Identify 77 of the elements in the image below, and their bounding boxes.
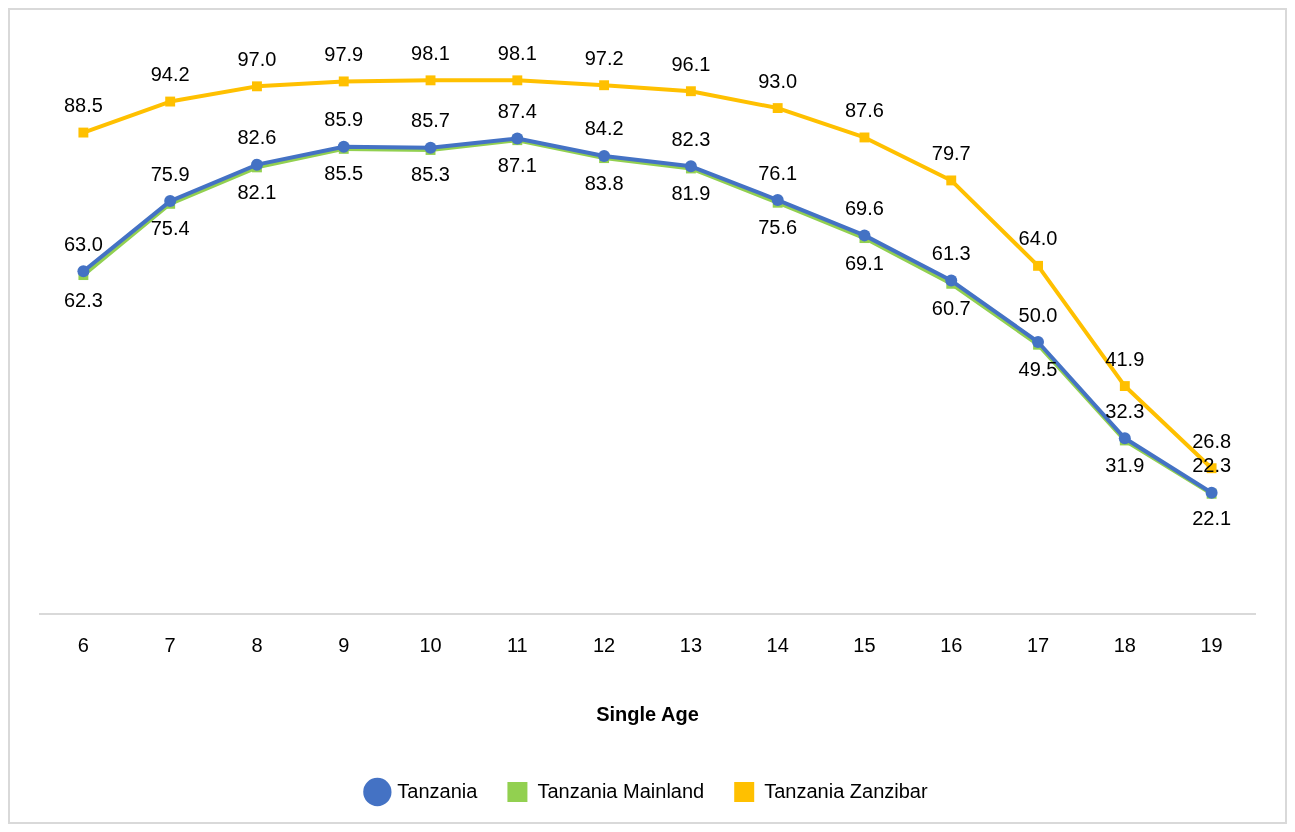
x-tick-label: 11 (506, 633, 528, 656)
data-label: 63.0 (63, 232, 103, 255)
point (599, 80, 610, 91)
point (250, 158, 263, 171)
point (946, 175, 957, 186)
point (252, 81, 262, 92)
point (78, 127, 89, 138)
data-label: 93.0 (758, 69, 798, 92)
x-tick-label: 7 (164, 633, 176, 656)
point (77, 265, 90, 278)
x-tick-label: 9 (338, 633, 350, 656)
data-label: 87.6 (845, 98, 884, 121)
point (338, 76, 349, 87)
data-label: 82.3 (671, 127, 711, 150)
x-tick-label: 16 (940, 633, 963, 656)
x-tick-label: 12 (592, 633, 616, 656)
data-label: 96.1 (671, 52, 711, 75)
data-label: 22.1 (1192, 507, 1232, 530)
x-tick-label: 15 (853, 633, 876, 656)
data-label: 75.4 (150, 217, 190, 240)
data-label: 85.3 (411, 163, 450, 186)
x-tick-label: 18 (1113, 633, 1136, 656)
data-label: 82.1 (237, 180, 277, 203)
data-label: 79.7 (931, 141, 971, 164)
data-label: 85.5 (324, 162, 364, 185)
point (685, 86, 696, 97)
point (165, 96, 176, 107)
data-label: 88.5 (63, 94, 103, 117)
data-label: 98.1 (497, 41, 537, 64)
point (425, 75, 436, 86)
data-label: 84.2 (584, 117, 624, 140)
data-label: 41.9 (1105, 347, 1145, 370)
x-tick-label: 8 (251, 633, 263, 656)
data-label: 50.0 (1018, 303, 1058, 326)
data-label: 76.1 (758, 161, 798, 184)
point (772, 103, 783, 114)
point (1033, 260, 1043, 271)
data-label: 62.3 (63, 288, 103, 311)
data-label: 87.1 (497, 153, 537, 176)
legend-label: Tanzania (397, 779, 479, 802)
data-label: 31.9 (1105, 453, 1145, 476)
x-tick-label: 14 (766, 633, 789, 656)
data-label: 75.6 (758, 216, 798, 239)
data-label: 98.1 (411, 41, 450, 64)
data-label: 32.3 (1105, 399, 1145, 422)
data-label: 61.3 (931, 242, 971, 265)
data-label: 69.6 (845, 196, 884, 219)
data-label: 94.2 (150, 63, 190, 86)
data-label: 85.9 (324, 108, 364, 131)
data-label: 97.2 (584, 46, 624, 69)
data-label: 82.6 (237, 126, 277, 149)
data-label: 69.1 (845, 251, 884, 274)
data-label: 83.8 (584, 171, 624, 194)
x-tick-label: 10 (419, 633, 442, 656)
data-label: 97.9 (324, 42, 364, 65)
x-tick-label: 19 (1200, 633, 1223, 656)
point (1119, 381, 1130, 392)
x-tick-label: 17 (1026, 633, 1050, 656)
legend-label: Tanzania Zanzibar (764, 779, 928, 802)
data-label: 87.4 (497, 100, 537, 123)
x-tick-label: 13 (679, 633, 703, 656)
point (512, 75, 523, 86)
data-label: 85.7 (411, 109, 450, 132)
data-label: 97.0 (237, 47, 277, 70)
x-tick-label: 6 (77, 633, 89, 656)
point (598, 149, 611, 162)
x-axis-title: Single Age (596, 702, 699, 725)
point (424, 141, 437, 154)
data-label: 60.7 (931, 297, 971, 320)
data-label: 81.9 (671, 181, 711, 204)
data-label: 49.5 (1018, 358, 1058, 381)
point (858, 229, 871, 242)
legend-label: Tanzania Mainland (537, 779, 705, 802)
data-label: 64.0 (1018, 227, 1058, 250)
point (945, 274, 958, 287)
data-label: 75.9 (150, 162, 190, 185)
data-label: 26.8 (1192, 429, 1232, 452)
